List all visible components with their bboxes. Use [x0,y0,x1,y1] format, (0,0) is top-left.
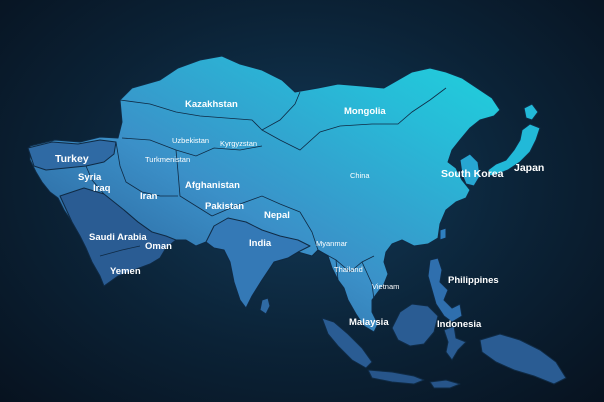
label-syria: Syria [78,172,102,183]
sumatra-island [321,317,373,369]
label-vietnam: Vietnam [372,282,399,291]
korea-peninsula [459,153,481,187]
label-pakistan: Pakistan [205,201,244,212]
label-philippines: Philippines [448,275,499,286]
label-iraq: Iraq [93,183,111,194]
taiwan-island [439,227,447,241]
label-uzbekistan: Uzbekistan [172,136,209,145]
label-nepal: Nepal [264,210,290,221]
label-japan: Japan [514,162,544,174]
indian-subcontinent [205,217,311,309]
label-afghanistan: Afghanistan [185,180,240,191]
philippines-islands [427,257,463,323]
label-mongolia: Mongolia [344,106,386,117]
label-indonesia: Indonesia [437,319,482,330]
sri-lanka-island [259,297,271,315]
japan-islands [487,123,541,177]
japan-north-island [523,103,539,121]
label-turkey: Turkey [55,153,89,165]
label-iran: Iran [140,191,158,202]
turkey-region [27,139,117,171]
label-malaysia: Malaysia [349,317,389,328]
sulawesi-island [443,325,467,361]
country-borders [85,87,447,301]
label-china: China [350,171,370,180]
label-turkmenistan: Turkmenistan [145,155,190,164]
label-india: India [249,238,272,249]
new-guinea-island [479,333,567,385]
borneo-island [391,303,439,347]
label-yemen: Yemen [110,266,141,277]
label-oman: Oman [145,241,172,252]
label-thailand: Thailand [334,265,363,274]
java-island [367,369,425,385]
country-labels: Kazakhstan Mongolia Uzbekistan Kyrgyzsta… [55,99,544,330]
lesser-sunda-islands [429,379,461,389]
label-myanmar: Myanmar [316,239,348,248]
label-south-korea: South Korea [441,168,504,180]
label-kazakhstan: Kazakhstan [185,99,238,110]
label-saudi-arabia: Saudi Arabia [89,232,147,243]
label-kyrgyzstan: Kyrgyzstan [220,139,257,148]
